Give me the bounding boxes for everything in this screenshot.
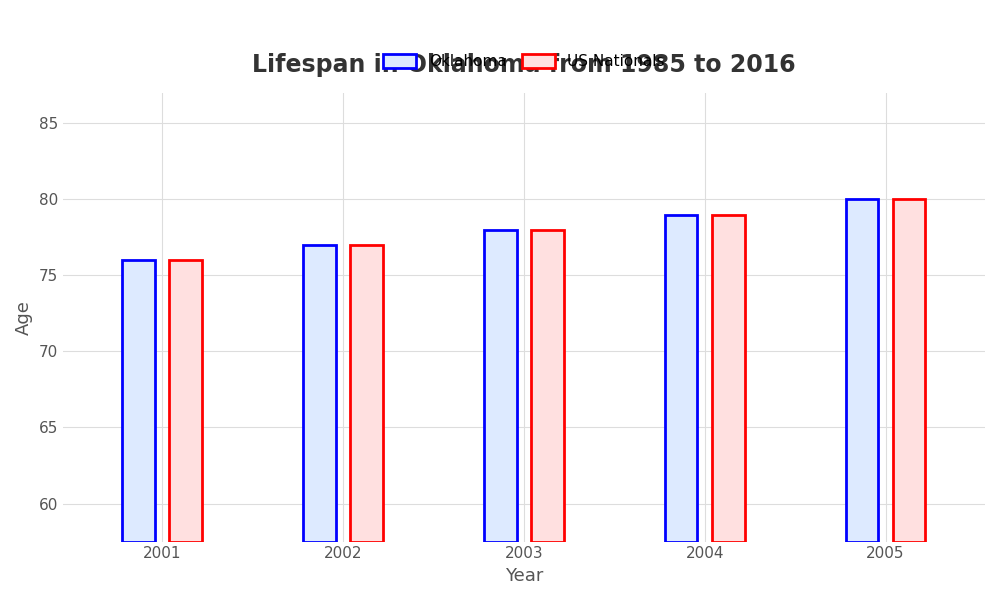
- X-axis label: Year: Year: [505, 567, 543, 585]
- Bar: [531, 230, 564, 542]
- Bar: [846, 199, 878, 542]
- Bar: [484, 230, 517, 542]
- Bar: [122, 260, 155, 542]
- Y-axis label: Age: Age: [15, 300, 33, 335]
- Legend: Oklahoma, US Nationals: Oklahoma, US Nationals: [375, 47, 673, 77]
- Title: Lifespan in Oklahoma from 1985 to 2016: Lifespan in Oklahoma from 1985 to 2016: [252, 53, 796, 77]
- Bar: [169, 260, 202, 542]
- Bar: [893, 199, 925, 542]
- Bar: [665, 215, 697, 542]
- Bar: [303, 245, 336, 542]
- Bar: [712, 215, 745, 542]
- Bar: [350, 245, 383, 542]
